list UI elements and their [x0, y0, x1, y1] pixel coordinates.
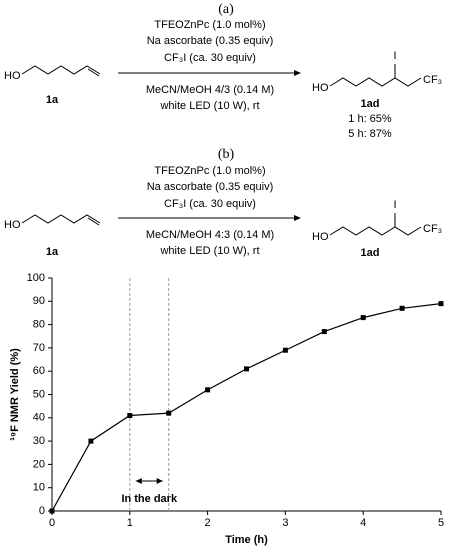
data-point	[438, 301, 444, 307]
dark-arrow-head	[135, 478, 163, 484]
condition: Na ascorbate (0.35 equiv)	[147, 181, 274, 193]
atom-label: CF₃	[423, 223, 442, 235]
x-tick-label: 3	[282, 517, 288, 529]
arrow-head	[294, 70, 301, 76]
data-point	[127, 412, 133, 418]
data-point	[360, 315, 366, 321]
atom-label: I	[393, 50, 396, 62]
data-point	[205, 387, 211, 393]
yield: 1 h: 65%	[348, 113, 392, 125]
annotation: In the dark	[121, 493, 178, 505]
chart: 0 10 20 30 40 50 60 70 80 90 100 0 1 2 3 4 5 Time (h) ¹⁹F …	[9, 272, 444, 546]
condition: MeCN/MeOH 4/3 (0.14 M)	[146, 84, 274, 96]
condition: TFEOZnPc (1.0 mol%)	[154, 19, 265, 31]
x-tick-label: 5	[438, 517, 444, 529]
condition: CF₃I (ca. 30 equiv)	[164, 52, 256, 64]
x-tick-label: 1	[127, 517, 133, 529]
data-point	[49, 508, 55, 514]
condition: white LED (10 W), rt	[159, 100, 259, 112]
compound-label: 1ad	[361, 247, 380, 259]
molecule	[329, 213, 422, 236]
atom-label: HO	[312, 231, 329, 243]
data-point	[399, 305, 405, 311]
y-tick-label: 40	[33, 412, 45, 424]
atom-label: HO	[4, 70, 21, 82]
atom-label: CF₃	[423, 74, 442, 86]
arrow-head	[294, 215, 301, 221]
data-line	[51, 303, 442, 512]
y-tick-label: 90	[33, 295, 45, 307]
y-tick-label: 70	[33, 342, 45, 354]
data-point	[166, 410, 172, 416]
data-point	[282, 347, 288, 353]
panel-label: (b)	[218, 147, 235, 162]
y-tick-label: 80	[33, 319, 45, 331]
compound-label: 1a	[46, 94, 59, 106]
compound-label: 1ad	[361, 98, 380, 110]
condition: CF₃I (ca. 30 equiv)	[164, 198, 256, 210]
x-axis-title: Time (h)	[225, 534, 268, 546]
atom-label: HO	[312, 82, 329, 94]
molecule	[21, 65, 101, 77]
panel-label: (a)	[218, 2, 234, 17]
molecule	[21, 214, 101, 226]
data-point	[321, 329, 327, 335]
x-tick-label: 0	[49, 517, 55, 529]
molecule	[329, 64, 422, 87]
y-tick-label: 60	[33, 365, 45, 377]
condition: Na ascorbate (0.35 equiv)	[147, 35, 274, 47]
atom-label: HO	[4, 219, 21, 231]
x-tick-label: 2	[205, 517, 211, 529]
data-point	[88, 438, 94, 444]
condition: TFEOZnPc (1.0 mol%)	[154, 165, 265, 177]
y-tick-label: 0	[39, 505, 45, 517]
condition: white LED (10 W), rt	[159, 245, 259, 257]
y-tick-label: 10	[33, 482, 45, 494]
y-tick-label: 100	[27, 272, 45, 284]
data-point	[244, 366, 249, 372]
yield: 5 h: 87%	[348, 128, 392, 140]
y-tick-label: 30	[33, 435, 45, 447]
y-tick-label: 50	[33, 388, 45, 400]
y-axis-title: ¹⁹F NMR Yield (%)	[9, 348, 21, 441]
condition: MeCN/MeOH 4:3 (0.14 M)	[146, 229, 274, 241]
y-tick-label: 20	[33, 458, 45, 470]
x-tick-label: 4	[360, 517, 366, 529]
atom-label: I	[393, 199, 396, 211]
compound-label: 1a	[46, 246, 59, 258]
